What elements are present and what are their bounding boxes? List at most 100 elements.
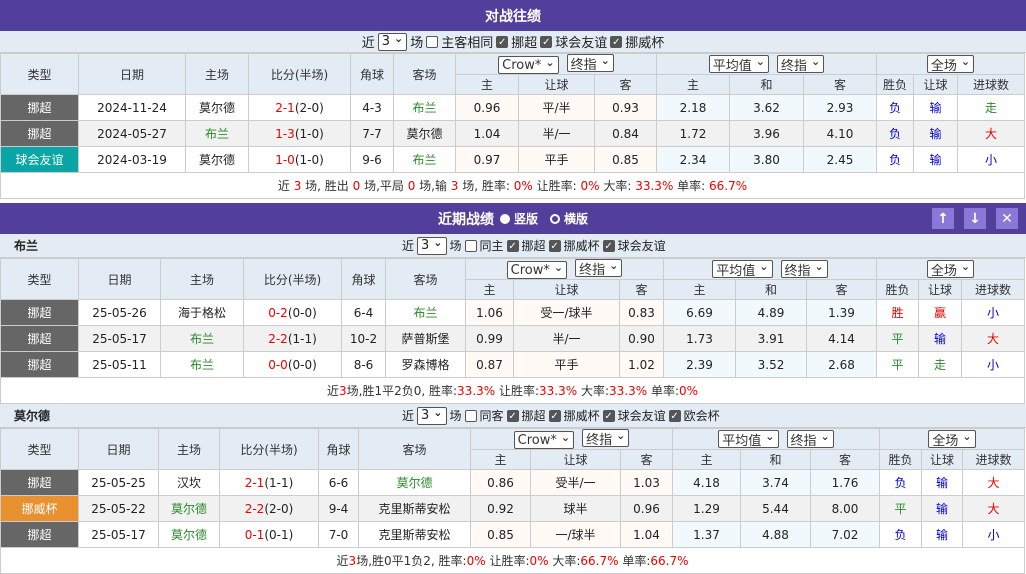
same-checkbox[interactable] <box>426 35 439 48</box>
league-type[interactable]: 挪超 <box>0 521 79 548</box>
odds-select[interactable]: 终指 <box>777 55 825 74</box>
league-checkbox[interactable]: ✓ <box>610 35 623 48</box>
move-up-button[interactable]: ↑ <box>932 208 954 229</box>
score: 2-2(2-0) <box>219 495 319 522</box>
away-team[interactable]: 莫尔德 <box>358 469 471 496</box>
summary-segment: 大率: <box>599 179 636 193</box>
select-group: Crow* 终指 <box>465 258 664 280</box>
column-header: 让球 <box>918 279 963 300</box>
league-checkbox[interactable]: ✓ <box>602 239 615 252</box>
asian-away-odds: 1.03 <box>620 469 673 496</box>
away-team[interactable]: 萨普斯堡 <box>385 325 466 352</box>
odds-select[interactable]: 平均值 <box>718 430 779 449</box>
home-team[interactable]: 莫尔德 <box>158 495 220 522</box>
away-team[interactable]: 布兰 <box>393 146 456 173</box>
select-group: 全场 <box>879 428 1026 450</box>
summary-segment: 大率: <box>577 384 610 398</box>
result-handicap: 输 <box>921 495 964 522</box>
match-count-select[interactable]: 3 <box>377 32 408 51</box>
euro-home-odds: 1.72 <box>656 120 730 147</box>
home-team[interactable]: 莫尔德 <box>185 94 249 121</box>
away-team[interactable]: 莫尔德 <box>393 120 456 147</box>
league-type[interactable]: 挪超 <box>0 469 79 496</box>
table-row: 挪超 2024-11-24 莫尔德 2-1(2-0) 4-3 布兰 0.96 平/半 0.93 2… <box>0 94 1026 121</box>
match-table: 类型日期主场比分(半场)角球客场Crow*终指平均值终指全场主让球客主和客胜负让… <box>0 428 1026 574</box>
odds-select[interactable]: 全场 <box>926 55 975 74</box>
league-checkbox[interactable]: ✓ <box>548 239 561 252</box>
euro-draw-odds: 3.80 <box>729 146 804 173</box>
league-type[interactable]: 挪超 <box>0 120 79 147</box>
same-checkbox[interactable] <box>464 239 477 252</box>
league-checkbox[interactable]: ✓ <box>540 35 553 48</box>
odds-select[interactable]: Crow* <box>498 56 559 74</box>
away-team[interactable]: 布兰 <box>385 299 466 326</box>
league-checkbox[interactable]: ✓ <box>602 409 615 422</box>
summary-segment: 3 <box>339 384 347 398</box>
handicap: 半/一 <box>513 325 620 352</box>
euro-away-odds: 2.45 <box>802 146 878 173</box>
radio-horizontal[interactable] <box>550 213 560 224</box>
home-team[interactable]: 汉坎 <box>158 469 220 496</box>
league-checkbox[interactable]: ✓ <box>506 409 519 422</box>
league-type[interactable]: 球会友谊 <box>0 146 79 173</box>
radio-vertical-label[interactable]: 竖版 <box>513 212 538 226</box>
odds-select[interactable]: Crow* <box>506 261 568 279</box>
score: 1-3(1-0) <box>248 120 351 147</box>
league-checkbox[interactable]: ✓ <box>506 239 519 252</box>
home-team[interactable]: 莫尔德 <box>185 146 249 173</box>
result-goals: 大 <box>957 120 1026 147</box>
euro-home-odds: 1.73 <box>663 325 736 352</box>
handicap: 平/半 <box>518 94 595 121</box>
h2h-table: 类型日期主场比分(半场)角球客场Crow*终指平均值终指全场主让球客主和客胜负让… <box>0 53 1026 199</box>
radio-vertical[interactable] <box>499 213 510 224</box>
result-handicap: 输 <box>921 521 964 548</box>
odds-select[interactable]: 终指 <box>575 259 623 278</box>
odds-select[interactable]: 终指 <box>566 54 614 73</box>
euro-home-odds: 1.37 <box>672 521 741 548</box>
league-checkbox[interactable]: ✓ <box>496 35 509 48</box>
odds-select[interactable]: 平均值 <box>712 260 773 279</box>
league-checkbox[interactable]: ✓ <box>548 409 561 422</box>
odds-select[interactable]: Crow* <box>513 431 575 449</box>
result-win-loss: 胜 <box>876 299 920 326</box>
radio-horizontal-label[interactable]: 横版 <box>564 212 589 226</box>
summary-stats: 近3场,胜0平1负2, 胜率:0% 让胜率:0% 大率:66.7% 单率:66.… <box>0 547 1026 574</box>
odds-select[interactable]: 终指 <box>582 429 630 448</box>
summary-segment: 近 <box>277 179 294 193</box>
close-button[interactable]: ✕ <box>996 208 1018 229</box>
odds-select[interactable]: 终指 <box>786 430 834 449</box>
home-team[interactable]: 布兰 <box>160 351 244 378</box>
full-time-score: 2-1 <box>244 475 265 490</box>
league-type[interactable]: 挪超 <box>0 94 79 121</box>
corners: 4-3 <box>350 94 394 121</box>
recent-title: 近期战绩 <box>437 211 494 228</box>
away-team[interactable]: 克里斯蒂安松 <box>358 521 471 548</box>
league-type[interactable]: 挪超 <box>0 299 79 326</box>
match-count-select[interactable]: 3 <box>417 236 447 255</box>
home-team[interactable]: 海于格松 <box>160 299 244 326</box>
move-down-button[interactable]: ↓ <box>964 208 986 229</box>
odds-select[interactable]: 全场 <box>928 430 976 449</box>
away-team[interactable]: 罗森博格 <box>385 351 466 378</box>
home-team[interactable]: 布兰 <box>160 325 244 352</box>
league-type[interactable]: 挪超 <box>0 351 79 378</box>
league-type[interactable]: 挪威杯 <box>0 495 79 522</box>
summary-segment: 让胜率: <box>485 554 530 568</box>
summary-segment: 33.3% <box>635 179 674 193</box>
odds-select[interactable]: 平均值 <box>708 55 769 74</box>
column-header: 客 <box>809 449 881 470</box>
table-row: 挪超 25-05-17 布兰 2-2(1-1) 10-2 萨普斯堡 0.99 半/一 0.90 1… <box>0 325 1026 352</box>
odds-select[interactable]: 终指 <box>780 260 828 279</box>
select-group: 全场 <box>876 258 1026 280</box>
odds-select[interactable]: 全场 <box>926 260 975 279</box>
euro-draw-odds: 5.44 <box>740 495 811 522</box>
away-team[interactable]: 克里斯蒂安松 <box>358 495 471 522</box>
same-checkbox[interactable] <box>464 409 477 422</box>
home-team[interactable]: 莫尔德 <box>158 521 220 548</box>
league-type[interactable]: 挪超 <box>0 325 79 352</box>
away-team[interactable]: 布兰 <box>393 94 456 121</box>
home-team[interactable]: 布兰 <box>185 120 249 147</box>
league-checkbox[interactable]: ✓ <box>668 409 681 422</box>
match-count-select[interactable]: 3 <box>417 406 447 425</box>
column-header: 客 <box>805 279 878 300</box>
